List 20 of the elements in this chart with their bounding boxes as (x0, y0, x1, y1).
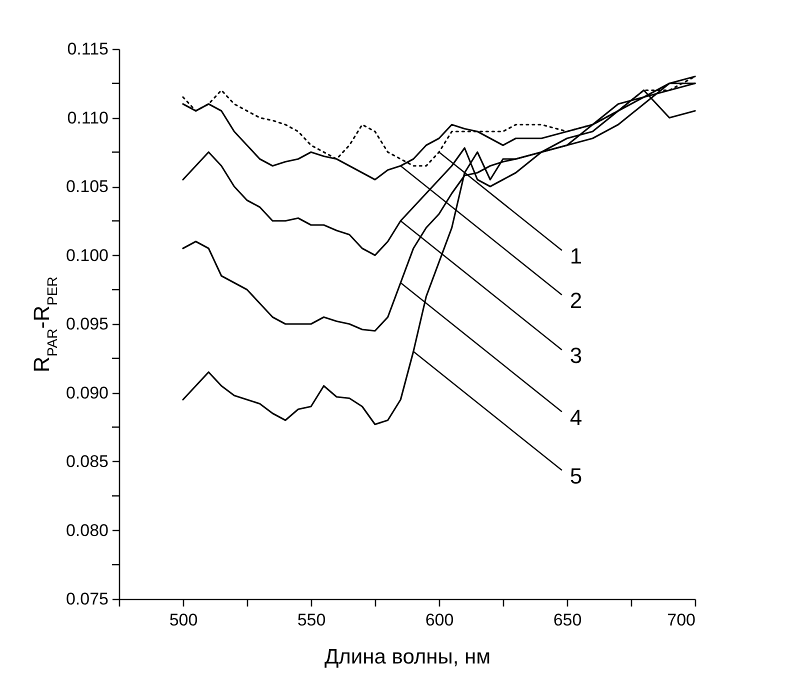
y-tick-label: 0.085 (66, 452, 108, 471)
annotation: 5 (570, 463, 582, 488)
x-tick-label: 700 (667, 610, 696, 630)
x-tick-label: 500 (169, 610, 198, 630)
x-tick-label: 550 (297, 610, 326, 630)
annotation: 4 (570, 404, 582, 430)
annotation: 3 (570, 342, 582, 368)
annotation: 2 (570, 288, 582, 313)
x-tick-label: 600 (425, 610, 454, 630)
x-tick-label: 650 (553, 610, 582, 630)
y-tick-label: 0.075 (66, 590, 108, 608)
y-tick-label: 0.100 (66, 246, 108, 265)
y-tick-label: 0.095 (66, 314, 108, 334)
y-tick-label: 0.090 (66, 383, 108, 402)
y-tick-label: 0.080 (66, 520, 108, 540)
y-tick-label: 0.105 (66, 177, 108, 196)
y-tick-label: 0.115 (67, 40, 108, 58)
y-tick-label: 0.110 (67, 108, 108, 128)
x-axis-title: Длина волны, нм (324, 646, 491, 668)
annotation: 1 (570, 243, 582, 268)
